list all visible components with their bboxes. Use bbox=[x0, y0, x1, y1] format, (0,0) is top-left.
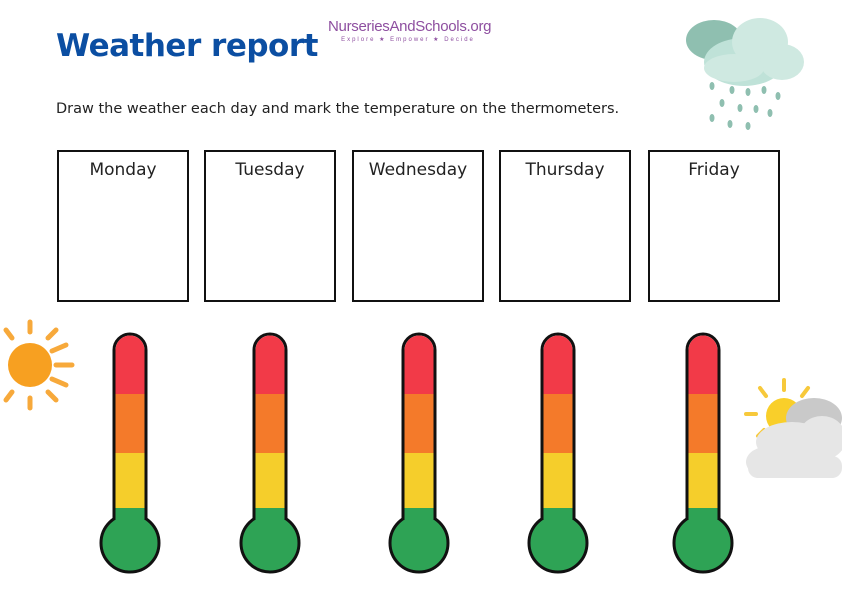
warm-segment bbox=[115, 394, 145, 453]
warm-segment bbox=[404, 394, 434, 453]
warm-segment bbox=[543, 394, 573, 453]
day-label: Friday bbox=[688, 160, 740, 180]
cold-bulb bbox=[99, 512, 161, 574]
hot-segment bbox=[255, 335, 285, 394]
thermometer-thursday[interactable] bbox=[526, 332, 590, 575]
rain-cloud-icon bbox=[686, 18, 804, 130]
mild-segment bbox=[688, 453, 718, 513]
warm-segment bbox=[255, 394, 285, 453]
thermometer-body bbox=[388, 332, 450, 574]
cold-bulb bbox=[672, 512, 734, 574]
thermometer-body bbox=[672, 332, 734, 574]
hot-segment bbox=[115, 335, 145, 394]
day-label: Monday bbox=[89, 160, 157, 180]
thermometer-friday[interactable] bbox=[671, 332, 735, 575]
mild-segment bbox=[404, 453, 434, 513]
hot-segment bbox=[404, 335, 434, 394]
thermometer-body bbox=[99, 332, 161, 574]
logo-tagline: Explore ★ Empower ★ Decide bbox=[341, 37, 475, 43]
hot-segment bbox=[543, 335, 573, 394]
instructions: Draw the weather each day and mark the t… bbox=[56, 101, 620, 117]
day-box-thursday[interactable]: Thursday bbox=[499, 150, 631, 302]
logo: NurseriesAndSchools.org Explore ★ Empowe… bbox=[328, 18, 492, 43]
warm-segment bbox=[688, 394, 718, 453]
thermometer-body bbox=[527, 332, 589, 574]
mild-segment bbox=[115, 453, 145, 513]
page-title: Weather report bbox=[56, 28, 318, 64]
mild-segment bbox=[255, 453, 285, 513]
day-label: Thursday bbox=[525, 160, 605, 180]
cold-bulb bbox=[388, 512, 450, 574]
day-box-wednesday[interactable]: Wednesday bbox=[352, 150, 484, 302]
sun-icon bbox=[3, 319, 75, 411]
thermometer-wednesday[interactable] bbox=[387, 332, 451, 575]
cold-bulb bbox=[527, 512, 589, 574]
sun-behind-cloud-icon bbox=[744, 378, 842, 478]
thermometer-tuesday[interactable] bbox=[238, 332, 302, 575]
logo-text: NurseriesAndSchools.org bbox=[328, 18, 492, 35]
day-label: Tuesday bbox=[235, 160, 305, 180]
day-label: Wednesday bbox=[368, 160, 468, 180]
thermometer-body bbox=[239, 332, 301, 574]
day-box-tuesday[interactable]: Tuesday bbox=[204, 150, 336, 302]
hot-segment bbox=[688, 335, 718, 394]
day-box-monday[interactable]: Monday bbox=[57, 150, 189, 302]
day-box-friday[interactable]: Friday bbox=[648, 150, 780, 302]
thermometer-monday[interactable] bbox=[98, 332, 162, 575]
cold-bulb bbox=[239, 512, 301, 574]
mild-segment bbox=[543, 453, 573, 513]
